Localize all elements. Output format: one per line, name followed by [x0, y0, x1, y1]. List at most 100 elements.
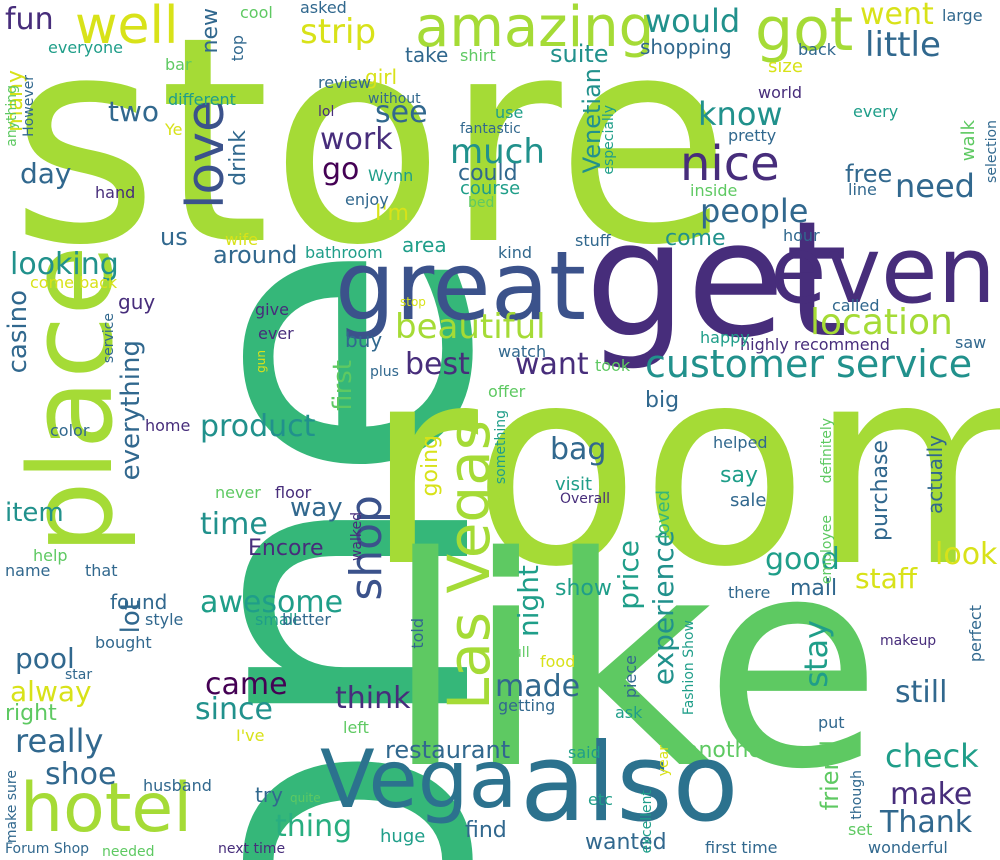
cloud-word: room [365, 307, 1000, 627]
cloud-word: though [849, 770, 865, 820]
cloud-word: makeup [880, 633, 937, 649]
cloud-word: give [255, 300, 289, 319]
cloud-word: right [5, 701, 57, 726]
cloud-word: ever [258, 324, 294, 343]
cloud-word: girl [365, 65, 398, 89]
cloud-word: found [110, 590, 168, 614]
cloud-word: inside [690, 181, 738, 200]
cloud-word: got [755, 0, 854, 65]
cloud-word: also [520, 721, 739, 846]
cloud-word: offer [488, 382, 526, 401]
cloud-word: drink [226, 130, 251, 186]
cloud-word: something [493, 410, 509, 485]
cloud-word: made [495, 669, 581, 704]
cloud-word: bathroom [305, 243, 383, 262]
cloud-word: happy [700, 328, 750, 347]
cloud-word: like [385, 496, 883, 833]
cloud-word: Vega [320, 733, 518, 826]
cloud-word: could [458, 161, 518, 186]
cloud-word: first [328, 360, 358, 411]
cloud-word: excellent [639, 790, 655, 854]
cloud-word: day [20, 157, 72, 190]
cloud-word: bar [165, 55, 192, 74]
cloud-word: us [160, 223, 188, 251]
cloud-word: getting [498, 696, 556, 715]
cloud-word: casino [3, 290, 33, 374]
cloud-word: free [845, 160, 893, 188]
cloud-word: wanted [585, 830, 667, 855]
cloud-word: get [585, 186, 848, 373]
cloud-word: hotel [20, 769, 193, 848]
cloud-word: service [101, 313, 117, 364]
cloud-word: there [728, 583, 771, 602]
cloud-word: highly recommend [740, 335, 890, 354]
cloud-word: stop [400, 295, 426, 309]
cloud-word: pool [15, 642, 75, 675]
cloud-word: every [853, 102, 899, 121]
cloud-word: course [460, 178, 521, 199]
cloud-word: another [685, 738, 772, 763]
cloud-word: watch [498, 342, 547, 361]
cloud-word: would [645, 2, 741, 40]
cloud-word: show [555, 576, 612, 601]
cloud-word: quite [290, 791, 321, 805]
cloud-word: experience [647, 530, 680, 686]
cloud-word: especially [601, 105, 617, 175]
cloud-word: Ye [165, 120, 183, 139]
cloud-word: said [568, 743, 601, 762]
cloud-word: told [408, 618, 427, 649]
cloud-word: make sure [4, 770, 20, 844]
cloud-word: However [21, 75, 37, 137]
cloud-word: fantastic [460, 121, 521, 137]
cloud-word: really [15, 722, 104, 760]
cloud-word: restaurant [385, 736, 511, 764]
cloud-word: think [335, 681, 411, 716]
cloud-word: home [145, 416, 191, 435]
cloud-word: pretty [728, 126, 777, 145]
cloud-word: visit [555, 474, 593, 495]
cloud-word: nice [680, 136, 780, 192]
cloud-word: staff [855, 562, 918, 595]
cloud-word: next time [218, 841, 286, 857]
cloud-word: everything [116, 340, 146, 481]
cloud-word: took [595, 356, 631, 375]
cloud-word: want [515, 347, 589, 382]
cloud-word: went [860, 0, 934, 32]
cloud-word: piece [621, 655, 640, 699]
cloud-word: people [700, 192, 809, 230]
cloud-word: since [195, 692, 273, 727]
cloud-word: review [318, 73, 371, 92]
cloud-word: large [942, 6, 983, 25]
cloud-word: lol [318, 104, 335, 120]
cloud-word: way [290, 493, 343, 523]
cloud-word: work [320, 122, 393, 157]
cloud-word: saw [955, 333, 987, 352]
cloud-word: different [168, 90, 236, 109]
cloud-word: little [865, 25, 941, 65]
cloud-word: area [402, 233, 447, 257]
cloud-word: thing [275, 809, 353, 844]
cloud-word: friend [816, 740, 844, 811]
cloud-word: everyone [48, 38, 123, 57]
cloud-word: well [75, 0, 179, 56]
cloud-word: food [540, 652, 576, 671]
cloud-word: check [885, 737, 979, 775]
cloud-word: Forum Shop [5, 841, 90, 857]
cloud-word: without [368, 91, 421, 107]
cloud-word: try [255, 783, 283, 807]
cloud-word: set [848, 820, 873, 839]
cloud-word: selection [984, 120, 1000, 183]
cloud-word: definitely [819, 418, 835, 484]
cloud-word: mall [790, 576, 838, 601]
cloud-word: bed [468, 195, 495, 211]
cloud-word: never [215, 483, 261, 502]
cloud-word: make [890, 777, 973, 812]
cloud-word: Overall [560, 491, 611, 507]
cloud-word: helped [713, 433, 768, 452]
cloud-word: find [465, 818, 507, 843]
cloud-word: I'm [375, 201, 409, 226]
cloud-word: put [818, 713, 845, 732]
cloud-word: floor [275, 483, 312, 502]
cloud-word: suite [550, 40, 609, 68]
